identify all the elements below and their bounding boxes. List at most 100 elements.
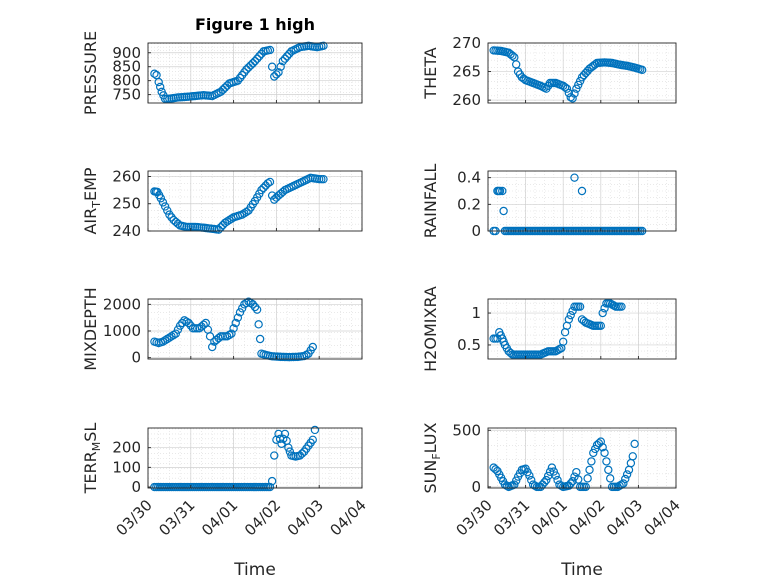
data-point	[240, 209, 249, 218]
data-point	[585, 465, 594, 475]
data-point	[568, 477, 577, 486]
data-point	[154, 77, 163, 87]
axes-box	[147, 170, 363, 232]
x-axis-label: Time	[233, 560, 276, 580]
y-axis-label: H2OMIXRA	[421, 286, 440, 372]
x-tick-label: 04/02	[565, 496, 608, 539]
data-point	[555, 345, 564, 354]
y-tick-label: 800	[112, 72, 141, 90]
axes-box	[487, 427, 677, 489]
y-axis-label-part: SL	[81, 423, 100, 442]
data-point	[542, 475, 551, 485]
data-point	[621, 474, 630, 484]
data-point	[598, 443, 607, 452]
y-axis-label-part: EMP	[81, 167, 100, 201]
axes-box	[147, 298, 363, 360]
data-point	[267, 62, 277, 71]
y-axis-label-part: PRESSURE	[81, 31, 100, 115]
data-point	[280, 54, 290, 63]
y-tick-label: 2000	[103, 295, 141, 313]
data-point	[498, 186, 507, 196]
data-point	[250, 302, 260, 312]
y-axis-label-part: AIR	[81, 208, 100, 235]
x-axis-label: Time	[560, 560, 603, 580]
data-point	[600, 448, 609, 458]
y-tick-label: 200	[112, 439, 141, 457]
data-point	[248, 300, 258, 309]
y-axis-label-subscript: T	[90, 201, 103, 209]
x-tick-label: 04/04	[641, 496, 684, 539]
data-point	[622, 470, 632, 479]
data-point	[255, 52, 264, 61]
subplot-2: 260 265 270 THETA	[421, 34, 677, 109]
data-point	[167, 332, 176, 341]
data-point	[237, 304, 247, 313]
y-tick-label: 1	[471, 304, 481, 322]
data-point	[218, 85, 228, 94]
data-point	[547, 463, 557, 472]
data-point	[604, 465, 613, 475]
y-axis-label-part: TERR	[81, 451, 100, 494]
data-point	[244, 63, 253, 72]
data-point	[590, 444, 600, 454]
markers	[489, 299, 626, 359]
data-point	[267, 476, 277, 486]
data-point	[233, 313, 243, 322]
y-tick-label: 270	[452, 34, 481, 52]
data-point	[560, 83, 570, 92]
data-point	[257, 49, 266, 59]
data-point	[163, 334, 172, 344]
data-point	[178, 318, 187, 328]
data-point	[506, 348, 515, 358]
data-point	[310, 425, 320, 435]
data-point	[265, 482, 275, 492]
data-point	[169, 330, 178, 340]
markers	[150, 297, 317, 362]
data-point	[163, 206, 172, 215]
data-point	[570, 89, 579, 98]
data-point	[180, 316, 189, 325]
x-tick-label: 03/31	[155, 496, 198, 539]
y-tick-label: 0	[131, 478, 141, 496]
data-point	[207, 342, 217, 352]
data-point	[199, 320, 208, 329]
x-tick-label: 03/31	[490, 496, 533, 539]
data-point	[175, 321, 185, 330]
y-tick-label: 0	[471, 222, 481, 240]
data-point	[267, 191, 277, 200]
y-tick-label: 250	[112, 195, 141, 213]
data-point	[255, 334, 265, 344]
data-point	[184, 318, 193, 328]
data-point	[499, 206, 508, 216]
data-point	[551, 471, 560, 480]
data-point	[205, 332, 215, 341]
data-point	[589, 448, 598, 458]
x-tick-label: 03/30	[453, 496, 496, 539]
x-tick-label: 04/04	[327, 496, 370, 539]
data-point	[570, 173, 579, 182]
data-point	[214, 225, 223, 234]
data-point	[246, 61, 255, 70]
axes-box	[147, 427, 363, 489]
markers	[150, 41, 328, 104]
data-point	[220, 218, 230, 228]
data-point	[150, 69, 159, 78]
data-point	[235, 308, 245, 317]
data-point	[155, 82, 165, 92]
data-point	[254, 320, 263, 329]
data-point	[160, 202, 170, 211]
data-point	[227, 329, 236, 338]
data-point	[619, 479, 628, 488]
data-point	[220, 83, 230, 92]
data-point	[545, 467, 555, 476]
x-tick-label: 04/03	[284, 496, 327, 539]
axes-box	[147, 42, 363, 104]
data-point	[274, 429, 283, 439]
data-point	[270, 72, 279, 81]
y-tick-label: 0.4	[457, 169, 481, 187]
data-point	[244, 297, 253, 306]
y-tick-label: 100	[112, 458, 141, 476]
data-point	[156, 194, 166, 203]
